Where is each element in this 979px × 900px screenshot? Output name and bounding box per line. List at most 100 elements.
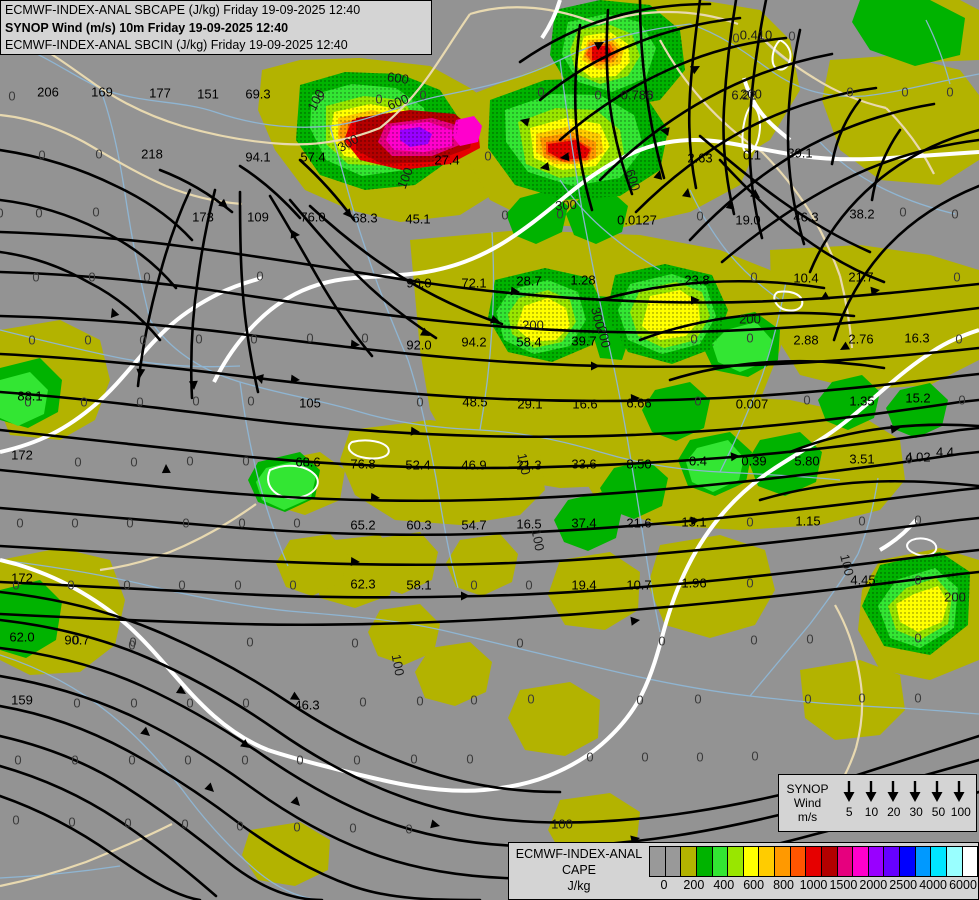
sbcin-value: 16.3 bbox=[904, 330, 930, 346]
cape-color-swatch bbox=[884, 847, 900, 876]
sbcin-value: 172 bbox=[11, 447, 33, 463]
cape-tick-label: 1500 bbox=[829, 878, 858, 892]
sbcin-zero-value: 0 bbox=[349, 820, 357, 836]
sbcin-zero-value: 0 bbox=[751, 748, 759, 764]
sbcin-zero-value: 0 bbox=[746, 514, 754, 530]
sbcin-zero-value: 0 bbox=[14, 752, 22, 768]
sbcin-zero-value: 0 bbox=[804, 691, 812, 707]
cape-tick-label: 2000 bbox=[859, 878, 888, 892]
sbcin-zero-value: 0 bbox=[317, 88, 325, 104]
sbcin-value: 151 bbox=[197, 86, 219, 102]
cape-legend-units: J/kg bbox=[567, 879, 591, 893]
sbcin-zero-value: 0 bbox=[71, 515, 79, 531]
sbcin-value: 62.0 bbox=[9, 629, 35, 645]
sbcin-zero-value: 0 bbox=[92, 204, 100, 220]
sbcin-value: 57.4 bbox=[300, 149, 326, 165]
sbcin-zero-value: 0 bbox=[914, 512, 922, 528]
title-line-wind: SYNOP Wind (m/s) 10m Friday 19-09-2025 1… bbox=[5, 20, 289, 35]
sbcin-zero-value: 0 bbox=[410, 751, 418, 767]
cape-colorbar-ticks: 0 200 400 600 800 1000 1500 2000 2500 4000 6000 bbox=[649, 878, 978, 892]
sbcin-value: 46.3 bbox=[294, 697, 320, 713]
sbcin-zero-value: 0 bbox=[238, 515, 246, 531]
cape-tick-label: 200 bbox=[683, 878, 705, 892]
sbcin-zero-value: 0 bbox=[905, 451, 913, 467]
sbcin-value: 0.0127 bbox=[617, 212, 657, 228]
sbcin-value: 1.15 bbox=[795, 513, 821, 529]
sbcin-zero-value: 0 bbox=[184, 752, 192, 768]
sbcin-value: 109 bbox=[247, 209, 269, 225]
cape-contour-value: 200 bbox=[740, 86, 762, 102]
sbcin-zero-value: 0 bbox=[803, 392, 811, 408]
sbcin-value: 5.80 bbox=[794, 453, 820, 469]
sbcin-value: 33.6 bbox=[571, 456, 597, 472]
sbcin-zero-value: 0 bbox=[746, 330, 754, 346]
sbcin-value: 21.3 bbox=[516, 457, 542, 473]
sbcin-zero-value: 0 bbox=[241, 752, 249, 768]
sbcin-zero-value: 0 bbox=[501, 207, 509, 223]
sbcin-zero-value: 0 bbox=[80, 394, 88, 410]
sbcin-zero-value: 0 bbox=[636, 692, 644, 708]
cape-color-swatch bbox=[962, 847, 978, 876]
sbcin-zero-value: 0 bbox=[293, 515, 301, 531]
sbcin-zero-value: 0 bbox=[484, 148, 492, 164]
sbcin-value: 58.1 bbox=[406, 577, 432, 593]
cape-colorbar bbox=[649, 846, 978, 877]
cape-contour-value: 200 bbox=[944, 589, 966, 605]
sbcin-zero-value: 0 bbox=[28, 332, 36, 348]
sbcin-value: 23.8 bbox=[684, 272, 710, 288]
sbcin-zero-value: 0 bbox=[68, 814, 76, 830]
sbcin-value: 72.1 bbox=[461, 275, 487, 291]
sbcin-value: 0.1 bbox=[742, 147, 762, 163]
wind-legend-units: m/s bbox=[797, 810, 818, 824]
sbcin-zero-value: 0 bbox=[955, 331, 963, 347]
sbcin-zero-value: 0 bbox=[750, 632, 758, 648]
cape-legend-labels: ECMWF-INDEX-ANAL CAPE J/kg bbox=[509, 843, 649, 899]
cape-tick-label: 6000 bbox=[949, 878, 977, 892]
sbcin-zero-value: 0 bbox=[951, 206, 959, 222]
sbcin-zero-value: 0 bbox=[516, 635, 524, 651]
sbcin-value: 52.4 bbox=[405, 457, 431, 473]
cape-tick-label: 2500 bbox=[889, 878, 918, 892]
sbcin-zero-value: 0 bbox=[416, 394, 424, 410]
sbcin-value: 48.5 bbox=[462, 394, 488, 410]
sbcin-value: 2.76 bbox=[848, 331, 874, 347]
sbcin-zero-value: 0 bbox=[234, 577, 242, 593]
sbcin-zero-value: 0 bbox=[658, 633, 666, 649]
sbcin-value: 38.2 bbox=[849, 206, 875, 222]
sbcin-zero-value: 0 bbox=[8, 88, 16, 104]
sbcin-zero-value: 0 bbox=[746, 575, 754, 591]
sbcin-zero-value: 0 bbox=[359, 694, 367, 710]
cape-contour-value: 300 bbox=[554, 196, 578, 214]
sbcin-value: 0.4 bbox=[688, 453, 708, 469]
sbcin-zero-value: 0 bbox=[247, 393, 255, 409]
cape-color-swatch bbox=[931, 847, 947, 876]
sbcin-value: 169 bbox=[91, 84, 113, 100]
down-arrow-icon bbox=[838, 779, 860, 803]
wind-legend-scale: 5 10 20 30 50 100 bbox=[836, 775, 976, 831]
wind-speed-label: 10 bbox=[864, 805, 879, 819]
sbcin-value: 0.007 bbox=[735, 396, 769, 412]
wind-legend-title2: Wind bbox=[793, 796, 822, 810]
sbcin-zero-value: 0 bbox=[694, 393, 702, 409]
sbcin-zero-value: 0 bbox=[16, 515, 24, 531]
cape-color-swatch bbox=[900, 847, 916, 876]
sbcin-zero-value: 0 bbox=[32, 269, 40, 285]
sbcin-zero-value: 0 bbox=[250, 331, 258, 347]
sbcin-value: 1.96 bbox=[681, 575, 707, 591]
sbcin-zero-value: 0 bbox=[914, 690, 922, 706]
sbcin-zero-value: 0 bbox=[195, 331, 203, 347]
sbcin-zero-value: 0 bbox=[405, 821, 413, 837]
sbcin-zero-value: 0 bbox=[128, 637, 136, 653]
cape-colorbar-wrap: 0 200 400 600 800 1000 1500 2000 2500 4000 6000 bbox=[649, 843, 978, 899]
sbcin-zero-value: 0 bbox=[128, 752, 136, 768]
sbcin-value: 68.3 bbox=[352, 210, 378, 226]
sbcin-value: 65.2 bbox=[350, 517, 376, 533]
sbcin-zero-value: 0 bbox=[537, 84, 545, 100]
sbcin-value: 173 bbox=[192, 209, 214, 225]
sbcin-value: 172 bbox=[11, 570, 33, 586]
sbcin-value: 39.1 bbox=[787, 145, 813, 161]
wind-legend-title1: SYNOP bbox=[786, 782, 829, 796]
wind-speed-label: 30 bbox=[909, 805, 923, 819]
